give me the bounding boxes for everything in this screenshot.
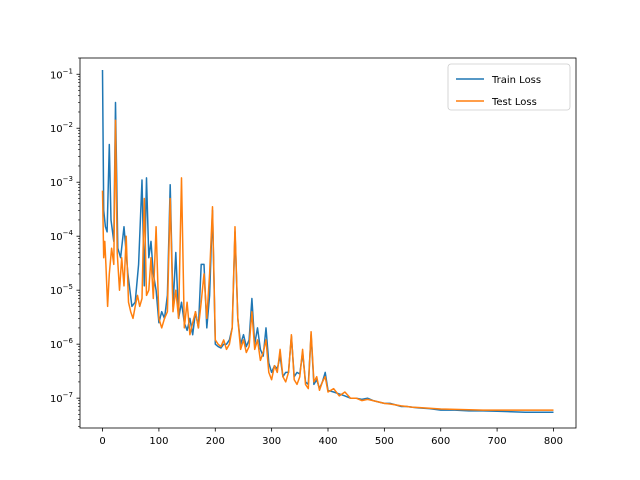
legend: Train Loss Test Loss bbox=[447, 63, 571, 111]
y-tick-label: 10−4 bbox=[50, 229, 74, 243]
x-tick-label: 100 bbox=[149, 436, 168, 447]
legend-box bbox=[447, 63, 571, 111]
x-tick-label: 200 bbox=[206, 436, 225, 447]
y-tick-label: 10−2 bbox=[50, 121, 73, 135]
x-tick-label: 400 bbox=[318, 436, 337, 447]
legend-label: Test Loss bbox=[491, 97, 537, 108]
x-tick-label: 0 bbox=[99, 436, 105, 447]
x-tick-label: 500 bbox=[375, 436, 394, 447]
series-line-test-loss bbox=[101, 119, 554, 411]
y-tick-label: 10−7 bbox=[50, 391, 73, 405]
y-tick-label: 10−3 bbox=[50, 175, 73, 189]
x-tick-label: 700 bbox=[488, 436, 507, 447]
legend-label: Train Loss bbox=[491, 75, 541, 86]
x-tick-label: 300 bbox=[262, 436, 281, 447]
axes-layer: 0 100 200 300 400 500 600 700 800 10−7 10−6 10−5 10−… bbox=[50, 57, 577, 447]
x-tick-label: 800 bbox=[544, 436, 563, 447]
y-tick-label: 10−6 bbox=[50, 337, 74, 351]
y-tick-label: 10−1 bbox=[50, 67, 73, 81]
x-tick-label: 600 bbox=[431, 436, 450, 447]
y-tick-label: 10−5 bbox=[50, 283, 73, 297]
series-layer bbox=[101, 69, 554, 413]
